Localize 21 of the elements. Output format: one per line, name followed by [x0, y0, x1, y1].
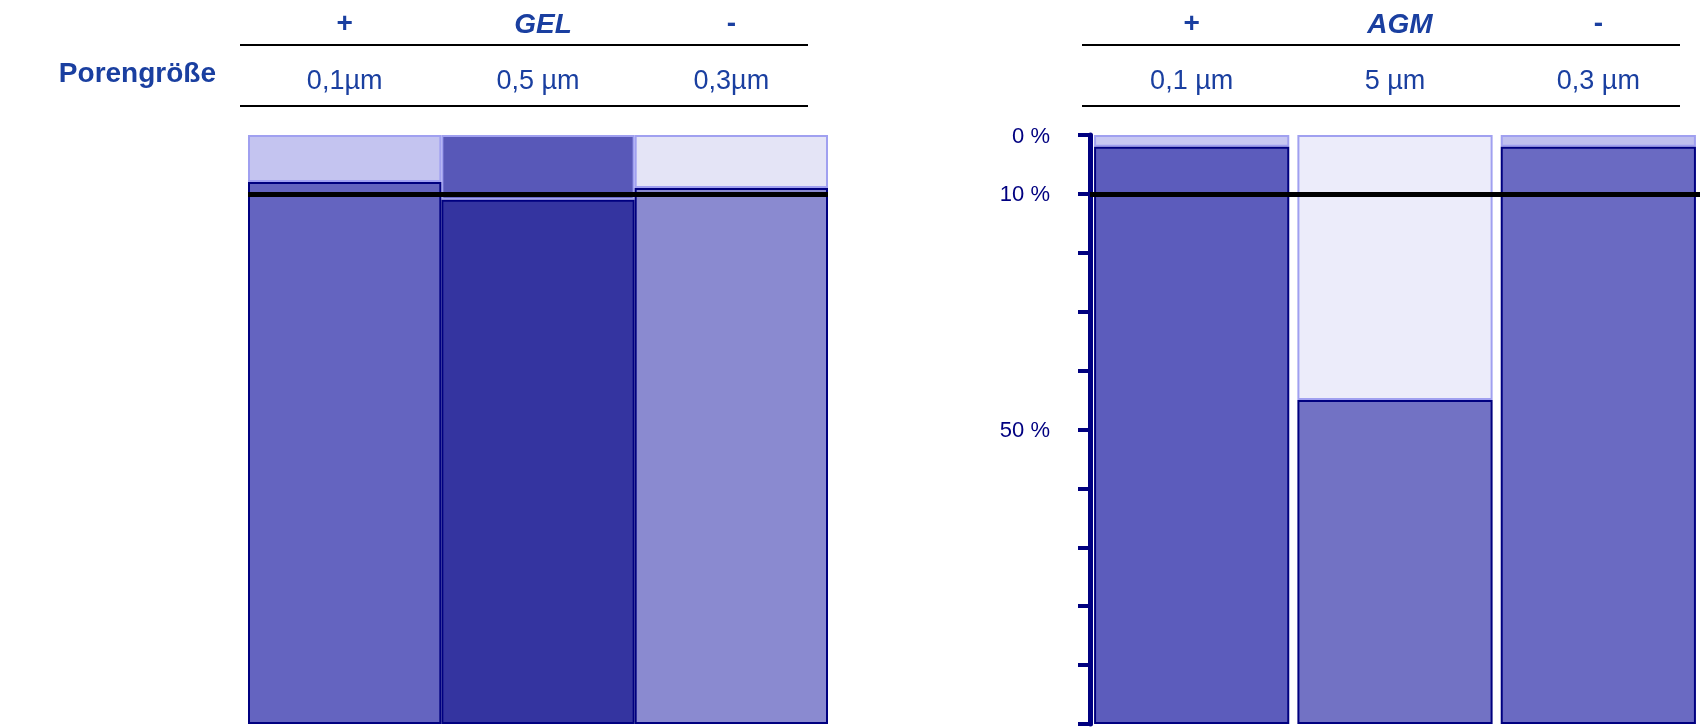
y-tick-label: 50 %: [999, 417, 1050, 442]
bar: [1094, 135, 1290, 147]
bar: [1297, 400, 1493, 724]
x-tick-label: 0,3 µm: [1556, 64, 1640, 95]
chart-title: AGM: [1366, 7, 1434, 39]
text: -: [726, 6, 736, 38]
bar: [1297, 135, 1493, 401]
y-tick-label: 10 %: [999, 181, 1050, 207]
x-tick-label: 0,5 µm: [496, 64, 580, 95]
bar: [1500, 146, 1696, 724]
y-tick-label: 0 %: [1012, 122, 1050, 148]
x-tick-label: 5 µm: [1364, 64, 1426, 95]
text: +: [336, 6, 353, 38]
x-tick-label: 0,3µm: [693, 64, 770, 95]
x-tick-label: 0,1 µm: [1150, 64, 1234, 95]
chart-title: GEL: [514, 7, 572, 39]
bar: [1500, 135, 1696, 147]
text: +: [1183, 6, 1200, 38]
x-tick-label: 0,1µm: [306, 64, 383, 95]
text: -: [1593, 6, 1603, 38]
x-axis-title: Porengröße: [58, 56, 216, 88]
